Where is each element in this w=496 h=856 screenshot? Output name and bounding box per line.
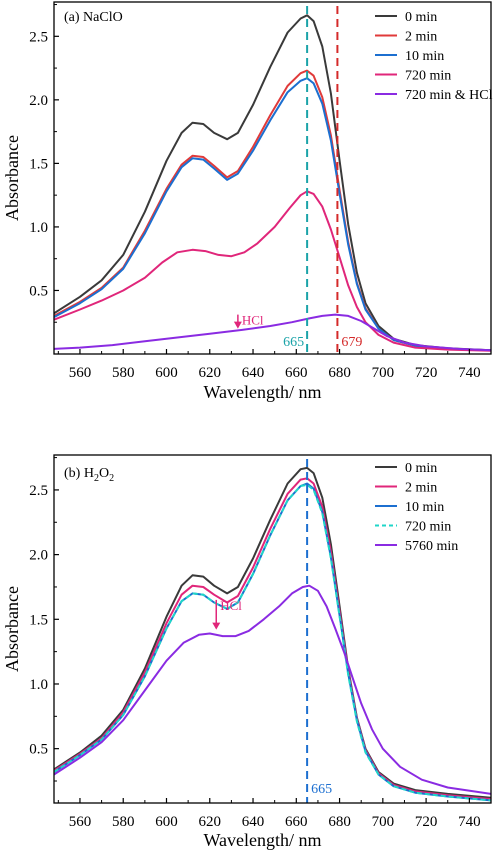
y-tick-label: 1.5 xyxy=(29,612,48,628)
legend-entry: 720 min xyxy=(405,520,451,535)
y-tick-label: 0.5 xyxy=(29,283,48,299)
panel-label: (a) NaClO xyxy=(64,10,123,25)
x-tick-label: 680 xyxy=(328,814,351,830)
chart-panel-2: HCl 665 560 580 600 620 640 660 680 700 720 740 0.5 1… xyxy=(2,454,492,850)
legend: 0 min 2 min 10 min 720 min 5760 min xyxy=(375,461,458,554)
x-tick-label: 700 xyxy=(372,365,395,381)
vline-label-665: 665 xyxy=(311,782,332,797)
x-tick-label: 720 xyxy=(415,365,438,381)
legend-entry: 5760 min xyxy=(405,539,458,554)
hcl-arrow-head xyxy=(212,622,221,630)
x-tick-label: 580 xyxy=(112,365,135,381)
y-tick-label: 1.0 xyxy=(29,677,48,693)
y-tick-label: 0.5 xyxy=(29,742,48,758)
x-tick-label: 640 xyxy=(242,814,265,830)
series-group xyxy=(54,466,491,802)
legend-entry: 0 min xyxy=(405,461,437,476)
x-tick-label: 700 xyxy=(372,814,395,830)
vline-label-679: 679 xyxy=(341,335,362,350)
hcl-arrow-head xyxy=(233,321,242,329)
x-tick-label: 600 xyxy=(155,814,178,830)
vline-label-665: 665 xyxy=(283,335,304,350)
panel-label-part: O xyxy=(99,466,109,481)
y-tick-label: 1.0 xyxy=(29,220,48,236)
y-tick-label: 2.0 xyxy=(29,93,48,109)
x-tick-label: 740 xyxy=(458,365,481,381)
hcl-label: HCl xyxy=(242,313,264,328)
x-tick-label: 620 xyxy=(199,814,222,830)
x-tick-label: 660 xyxy=(285,365,308,381)
x-axis-label: Wavelength/ nm xyxy=(203,830,321,850)
series-line-720-min xyxy=(54,483,491,802)
series-line-2-min xyxy=(54,69,491,352)
legend-entry: 10 min xyxy=(405,500,444,515)
series-group xyxy=(54,14,491,352)
x-tick-label: 620 xyxy=(199,365,222,381)
legend-entry: 10 min xyxy=(405,49,444,64)
y-tick-label: 2.5 xyxy=(29,483,48,499)
series-line-0-min xyxy=(54,466,491,799)
series-line-720-min-hcl xyxy=(54,313,491,352)
legend-entry: 0 min xyxy=(405,10,437,25)
x-tick-label: 720 xyxy=(415,814,438,830)
legend: 0 min 2 min 10 min 720 min 720 min & HCl xyxy=(375,10,493,103)
x-tick-label: 740 xyxy=(458,814,481,830)
x-tick-label: 560 xyxy=(69,365,92,381)
x-tick-label: 660 xyxy=(285,814,308,830)
series-line-0-min xyxy=(54,14,491,352)
plot-frame xyxy=(53,1,492,355)
x-tick-label: 680 xyxy=(328,365,351,381)
y-tick-label: 2.5 xyxy=(29,29,48,45)
series-line-10-min xyxy=(54,77,491,352)
series-line-5760-min xyxy=(54,584,491,795)
x-tick-label: 640 xyxy=(242,365,265,381)
legend-entry: 2 min xyxy=(405,30,437,45)
hcl-label: HCl xyxy=(220,598,242,613)
x-tick-label: 600 xyxy=(155,365,178,381)
legend-entry: 720 min xyxy=(405,69,451,84)
panel-label: (b) H2O2 xyxy=(64,466,114,484)
y-tick-label: 2.0 xyxy=(29,548,48,564)
chart-panel-1: HCl 665 679 560 580 600 620 640 660 680 700 720 740 0… xyxy=(2,1,493,402)
x-tick-label: 580 xyxy=(112,814,135,830)
panel-label-part: (b) H xyxy=(64,466,94,481)
legend-entry: 2 min xyxy=(405,481,437,496)
plot-frame xyxy=(53,454,492,804)
legend-entry: 720 min & HCl xyxy=(405,88,493,103)
x-axis-label: Wavelength/ nm xyxy=(203,382,321,402)
x-tick-label: 560 xyxy=(69,814,92,830)
panel-label-part: 2 xyxy=(94,473,99,484)
panel-label-part: 2 xyxy=(109,473,114,484)
y-axis-label: Absorbance xyxy=(2,586,22,672)
y-tick-label: 1.5 xyxy=(29,156,48,172)
y-axis-label: Absorbance xyxy=(2,135,22,221)
